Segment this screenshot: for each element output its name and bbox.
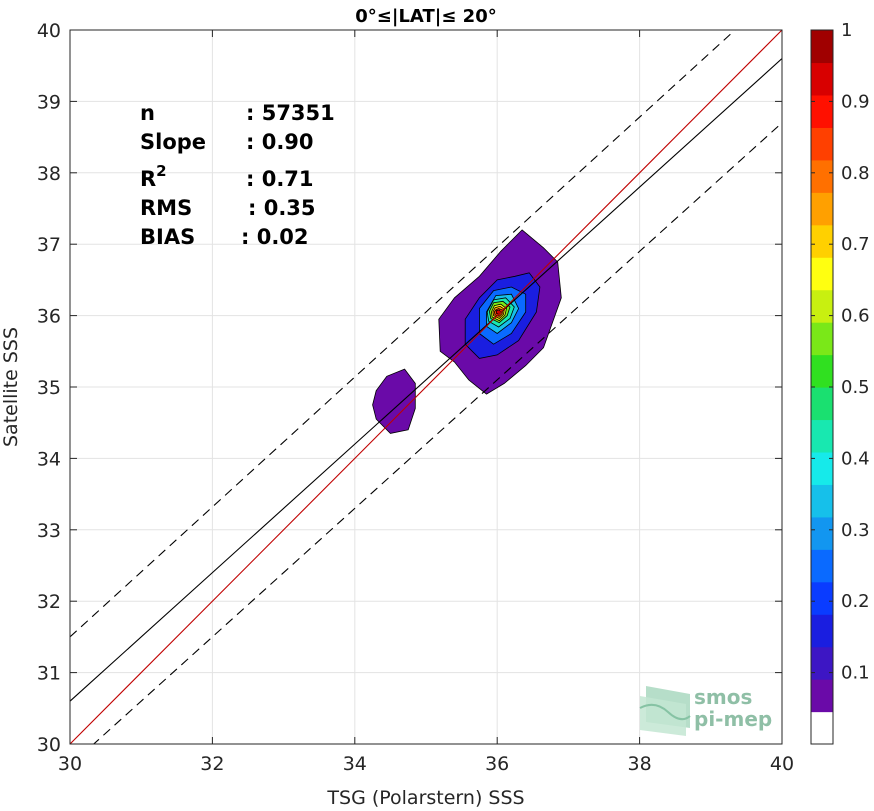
y-tick-label: 34 xyxy=(37,448,61,470)
colorbar-band xyxy=(811,354,833,388)
stat-slope-label: Slope xyxy=(140,130,206,154)
y-tick-label: 39 xyxy=(37,91,61,113)
fit-line xyxy=(70,58,782,702)
colorbar-tick-label: 1 xyxy=(841,20,852,41)
x-tick-label: 40 xyxy=(770,753,794,775)
x-tick-label: 38 xyxy=(628,753,652,775)
colorbar-band xyxy=(811,419,833,453)
x-axis-label: TSG (Polarstern) SSS xyxy=(326,787,524,809)
colorbar-tick-label: 0.2 xyxy=(841,591,870,612)
colorbar-band xyxy=(811,581,833,615)
colorbar-band xyxy=(811,224,833,258)
stats-box: n : 57351 Slope : 0.90 R2 : 0.71 RMS : 0… xyxy=(140,101,335,249)
reference-lines xyxy=(70,30,782,744)
colorbar-band xyxy=(811,387,833,421)
colorbar-band xyxy=(811,289,833,323)
colorbar: 0.1 0.2 0.3 0.4 0.5 0.6 0.7 0.8 0.9 1 xyxy=(811,20,870,745)
stat-r2-label: R2 xyxy=(140,162,167,191)
colorbar-band xyxy=(811,484,833,518)
logo-line-2: pi-mep xyxy=(694,707,772,731)
y-tick-label: 38 xyxy=(37,163,61,185)
colorbar-band xyxy=(811,711,833,745)
y-tick-label: 37 xyxy=(37,234,61,256)
y-tick-label: 32 xyxy=(37,591,61,613)
colorbar-tick-label: 0.1 xyxy=(841,663,870,684)
x-tick-label: 32 xyxy=(200,753,224,775)
colorbar-band xyxy=(811,94,833,128)
lower-bound-line xyxy=(92,122,782,744)
colorbar-band xyxy=(811,30,833,64)
colorbar-tick-label: 0.7 xyxy=(841,234,870,255)
stat-slope-value: : 0.90 xyxy=(246,130,314,154)
axis-ticks: 30 32 34 36 38 40 30 31 32 33 34 35 36 37 38 39 40 xyxy=(37,20,794,775)
y-tick-label: 30 xyxy=(37,734,61,756)
y-tick-label: 35 xyxy=(37,377,61,399)
stat-rms-value: : 0.35 xyxy=(248,196,316,220)
colorbar-tick-label: 0.4 xyxy=(841,448,870,469)
colorbar-tick-label: 0.8 xyxy=(841,163,870,184)
y-axis-label: Satellite SSS xyxy=(0,327,22,447)
colorbar-band xyxy=(811,192,833,226)
upper-bound-line xyxy=(70,30,736,638)
y-tick-label: 40 xyxy=(37,20,61,42)
y-tick-label: 31 xyxy=(37,663,61,685)
y-tick-label: 36 xyxy=(37,306,61,328)
stat-rms-label: RMS xyxy=(140,196,192,220)
logo-mark-icon xyxy=(639,686,691,736)
colorbar-band xyxy=(811,451,833,485)
chart-title: 0°≤|LAT|≤ 20° xyxy=(355,6,496,27)
colorbar-band xyxy=(811,159,833,193)
colorbar-tick-label: 0.9 xyxy=(841,91,870,112)
colorbar-band xyxy=(811,62,833,96)
logo-line-1: smos xyxy=(694,685,752,709)
x-tick-label: 34 xyxy=(343,753,367,775)
stat-bias-value: : 0.02 xyxy=(241,225,309,249)
x-tick-label: 30 xyxy=(58,753,82,775)
stat-n-label: n xyxy=(140,101,155,125)
colorbar-tick-label: 0.6 xyxy=(841,306,870,327)
smos-pimep-logo: smos pi-mep xyxy=(639,685,772,736)
colorbar-tick-label: 0.5 xyxy=(841,377,870,398)
y-tick-label: 33 xyxy=(37,520,61,542)
density-contour xyxy=(372,368,416,434)
colorbar-frame xyxy=(810,29,834,745)
colorbar-band xyxy=(811,646,833,680)
stat-r2-label-sup: 2 xyxy=(156,162,166,180)
stat-n-value: : 57351 xyxy=(246,101,335,125)
stat-bias-label: BIAS xyxy=(140,225,195,249)
stat-r2-value: : 0.71 xyxy=(246,167,314,191)
colorbar-band xyxy=(811,614,833,648)
colorbar-band xyxy=(811,679,833,713)
colorbar-band xyxy=(811,322,833,356)
x-tick-label: 36 xyxy=(485,753,509,775)
colorbar-band xyxy=(811,549,833,583)
colorbar-tick-label: 0.3 xyxy=(841,520,870,541)
identity-line xyxy=(70,30,782,744)
colorbar-band xyxy=(811,127,833,161)
colorbar-band xyxy=(811,516,833,550)
colorbar-band xyxy=(811,257,833,291)
stat-r2-label-base: R xyxy=(140,167,156,191)
